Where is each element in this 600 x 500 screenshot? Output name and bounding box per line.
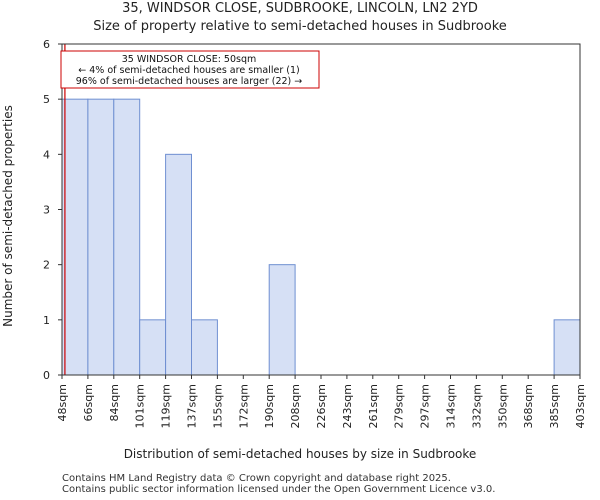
x-tick-label: 84sqm [108,384,121,421]
bar-66sqm [87,98,115,376]
y-tick-label: 5 [43,93,50,106]
x-tick-label: 368sqm [522,384,535,428]
bar-101sqm [139,319,167,376]
plot-frame [61,43,581,376]
y-tick-label: 6 [43,38,50,51]
x-tick-label: 208sqm [289,384,302,428]
y-tick-label: 0 [43,369,50,382]
bar-385sqm [553,319,581,376]
x-tick-label: 332sqm [470,384,483,428]
y-tick-label: 4 [43,148,50,161]
x-tick-label: 297sqm [419,384,432,428]
bar-137sqm [191,319,218,376]
y-tick-label: 1 [43,314,50,327]
bar-190sqm [268,264,296,376]
y-tick-label: 3 [43,204,50,217]
x-tick-label: 190sqm [263,384,276,428]
annotation-line-1: 35 WINDSOR CLOSE: 50sqm [122,54,257,65]
footer-copyright: Contains HM Land Registry data © Crown c… [62,473,451,484]
x-tick-label: 314sqm [445,384,458,428]
x-tick-label: 66sqm [82,384,95,421]
footer-licence: Contains public sector information licen… [62,484,496,495]
x-tick-label: 101sqm [134,384,147,428]
x-tick-label: 119sqm [160,384,173,428]
y-tick-label: 2 [43,259,50,272]
chart-title-address: 35, WINDSOR CLOSE, SUDBROOKE, LINCOLN, L… [122,1,478,16]
annotation-line-3: 96% of semi-detached houses are larger (… [76,76,303,87]
x-tick-label: 385sqm [548,384,561,428]
annotation-box: 35 WINDSOR CLOSE: 50sqm ← 4% of semi-det… [60,50,320,89]
x-tick-label: 403sqm [574,384,587,428]
x-axis-ticks: 48sqm 66sqm 84sqm 101sqm 119sqm 137sqm 155sqm 1… [56,375,587,428]
bar-48sqm [61,98,89,376]
chart-title: Size of property relative to semi-detach… [93,19,507,34]
x-tick-label: 261sqm [367,384,380,428]
annotation-line-2: ← 4% of semi-detached houses are smaller… [78,65,299,76]
x-tick-label: 155sqm [211,384,224,428]
x-tick-label: 226sqm [315,384,328,428]
y-axis-ticks: 0 1 2 3 4 5 6 [43,38,62,382]
x-axis-label: Distribution of semi-detached houses by … [124,447,477,461]
bar-119sqm [165,153,193,376]
bars-group [61,98,581,376]
x-tick-label: 243sqm [341,384,354,428]
x-tick-label: 48sqm [56,384,69,421]
x-tick-label: 279sqm [393,384,406,428]
y-axis-label: Number of semi-detached properties [1,105,15,327]
annotation-rect [60,50,320,89]
x-tick-label: 137sqm [186,384,199,428]
bar-84sqm [113,98,141,376]
x-tick-label: 350sqm [496,384,509,428]
x-tick-label: 172sqm [237,384,250,428]
